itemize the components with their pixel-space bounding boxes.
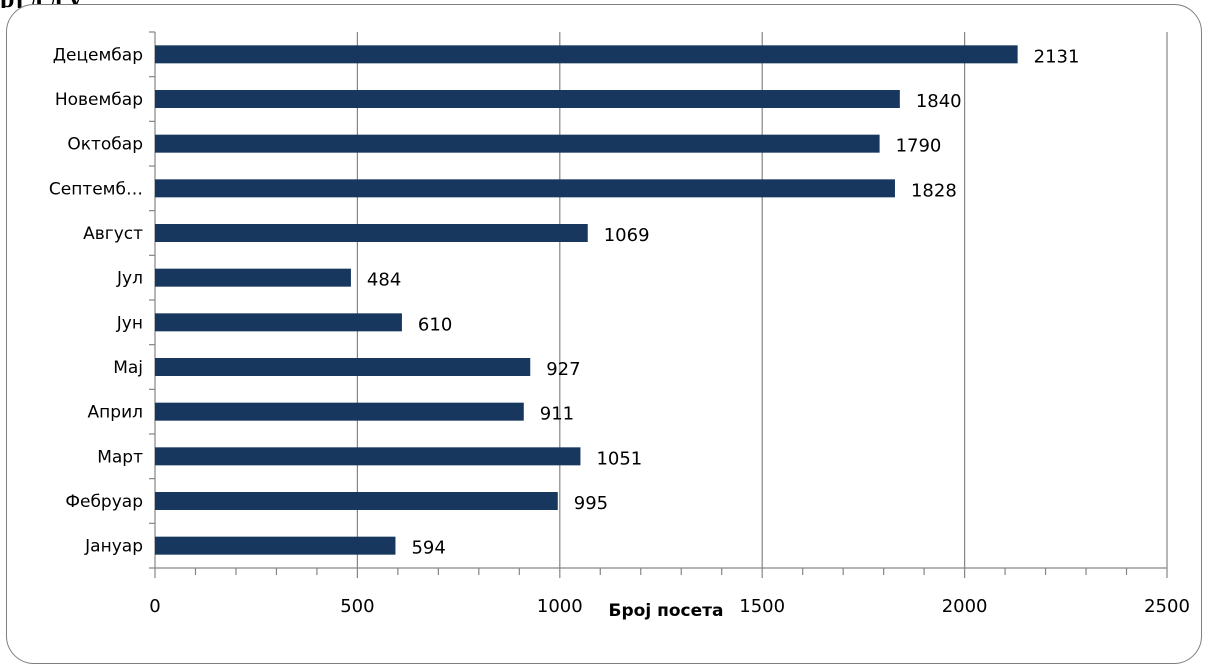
- category-label: Јул: [116, 269, 143, 289]
- bar: [155, 492, 558, 510]
- gridlines: [356, 32, 1168, 568]
- x-tick-label: 500: [340, 596, 374, 617]
- category-label: Фебруар: [65, 492, 143, 512]
- bars: [155, 45, 1018, 555]
- category-label: Мај: [113, 358, 143, 378]
- data-label: 1051: [596, 448, 642, 469]
- bar: [155, 268, 351, 287]
- x-tick-label: 0: [149, 596, 160, 617]
- category-label: Новембар: [55, 90, 143, 110]
- data-label: 927: [546, 359, 580, 380]
- category-label: Јануар: [84, 537, 143, 557]
- bar: [155, 358, 531, 376]
- data-label: 1828: [911, 180, 957, 201]
- bar: [155, 134, 880, 153]
- data-label: 594: [411, 538, 445, 559]
- data-label: 1790: [896, 136, 942, 157]
- category-label: Јун: [116, 313, 143, 333]
- axes: [149, 31, 1168, 578]
- bar: [155, 45, 1018, 64]
- x-tick-label: 2000: [942, 596, 988, 617]
- data-label: 1840: [916, 91, 962, 112]
- bar: [155, 402, 524, 421]
- category-label: Септемб…: [49, 179, 143, 199]
- data-label: 911: [540, 404, 574, 425]
- labels: 0 500 1000 1500 2000 2500 Јануар 594 Фебруар 995 М…: [49, 45, 1190, 617]
- category-label: Април: [88, 403, 143, 423]
- category-label: Децембар: [53, 45, 143, 65]
- data-label: 484: [367, 270, 401, 291]
- bar: [155, 536, 396, 555]
- bar: [155, 224, 588, 242]
- category-label: Март: [97, 447, 143, 467]
- data-label: 610: [418, 314, 452, 335]
- x-tick-label: 1500: [739, 596, 785, 617]
- data-label: 1069: [604, 225, 650, 246]
- data-label: 2131: [1034, 46, 1080, 67]
- x-axis-title: Број посета: [609, 601, 724, 621]
- x-tick-label: 1000: [537, 596, 583, 617]
- category-label: Август: [83, 224, 143, 244]
- x-tick-label: 2500: [1144, 596, 1190, 617]
- bar: [155, 179, 895, 198]
- category-label: Октобар: [67, 135, 143, 155]
- bar: [155, 447, 581, 466]
- data-label: 995: [574, 493, 608, 514]
- bar: [155, 313, 402, 332]
- bar: [155, 90, 900, 108]
